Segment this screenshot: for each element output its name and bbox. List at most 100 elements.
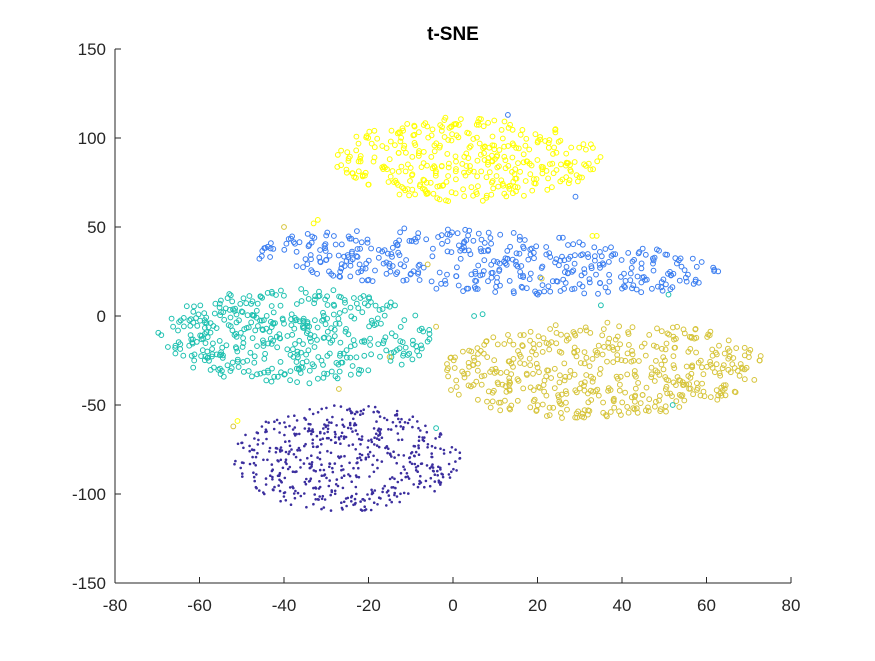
data-point <box>416 277 423 283</box>
data-point <box>256 255 263 262</box>
data-point <box>294 351 301 358</box>
data-point <box>342 474 346 478</box>
data-point <box>488 261 495 268</box>
data-point <box>240 441 243 445</box>
data-point <box>400 478 404 482</box>
data-point <box>183 303 190 310</box>
data-point <box>581 379 588 386</box>
data-point <box>314 324 321 331</box>
data-point <box>318 457 322 461</box>
data-point <box>263 377 270 384</box>
data-point <box>296 337 303 344</box>
data-point <box>577 360 584 366</box>
data-point <box>386 260 393 267</box>
data-point <box>357 153 364 159</box>
data-point <box>592 257 598 264</box>
data-point <box>468 348 475 355</box>
data-point <box>692 326 699 333</box>
data-point <box>630 357 637 364</box>
data-point <box>394 269 401 276</box>
data-point <box>637 400 644 407</box>
data-point <box>254 343 260 350</box>
data-point <box>480 268 487 275</box>
data-point <box>468 184 475 191</box>
data-point <box>380 436 384 440</box>
data-point <box>287 351 294 358</box>
data-point <box>188 352 195 359</box>
data-point <box>284 499 288 502</box>
data-point <box>234 459 237 463</box>
data-point <box>654 325 660 332</box>
x-tick-label: -40 <box>272 596 297 615</box>
data-point <box>596 371 603 377</box>
data-point <box>725 337 732 344</box>
data-point <box>303 330 310 337</box>
data-point <box>642 352 649 359</box>
data-points <box>155 112 764 512</box>
data-point <box>241 472 244 475</box>
data-point <box>331 415 334 419</box>
data-point <box>507 243 514 250</box>
data-point <box>254 300 261 307</box>
data-point <box>686 334 693 340</box>
data-point <box>367 439 370 442</box>
data-point <box>354 228 360 235</box>
data-point <box>220 309 227 316</box>
data-point <box>348 461 351 465</box>
data-point <box>267 335 274 342</box>
data-point <box>689 362 696 369</box>
data-point <box>363 505 367 509</box>
data-point <box>347 258 354 265</box>
data-point <box>321 494 325 498</box>
data-point <box>238 308 245 315</box>
data-point <box>434 183 441 190</box>
data-point <box>325 476 328 480</box>
data-point <box>725 345 731 352</box>
data-point <box>284 425 287 429</box>
data-point <box>340 464 343 468</box>
data-point <box>309 233 316 240</box>
data-point <box>324 302 331 308</box>
data-point <box>403 257 410 263</box>
data-point <box>278 489 282 493</box>
data-point <box>499 180 506 187</box>
data-point <box>616 387 623 394</box>
data-point <box>363 260 370 267</box>
data-point <box>445 373 452 380</box>
data-point <box>311 296 318 303</box>
data-point <box>387 299 394 306</box>
data-point <box>256 443 260 446</box>
data-point <box>458 116 464 122</box>
data-point <box>494 379 501 386</box>
data-point <box>358 239 365 246</box>
data-point <box>533 290 540 297</box>
data-point <box>553 149 560 156</box>
data-point <box>540 335 547 342</box>
data-point <box>322 474 326 477</box>
data-point <box>585 411 591 418</box>
data-point <box>339 455 343 458</box>
data-point <box>676 404 683 410</box>
data-point <box>274 344 281 351</box>
data-point <box>725 366 732 373</box>
data-point <box>249 335 256 342</box>
data-point <box>545 341 552 347</box>
data-point <box>519 126 526 133</box>
data-point <box>344 354 350 361</box>
data-point <box>322 506 326 509</box>
data-point <box>460 348 466 355</box>
data-point <box>309 477 313 481</box>
data-point <box>565 180 572 187</box>
data-point <box>585 254 592 261</box>
data-point <box>355 269 362 276</box>
data-point <box>377 438 381 442</box>
data-point <box>347 444 351 447</box>
data-point <box>436 196 443 203</box>
data-point <box>342 425 346 428</box>
data-point <box>410 451 414 454</box>
data-point <box>550 170 557 177</box>
data-point <box>470 237 477 244</box>
data-point <box>264 243 271 250</box>
data-point <box>364 236 371 243</box>
